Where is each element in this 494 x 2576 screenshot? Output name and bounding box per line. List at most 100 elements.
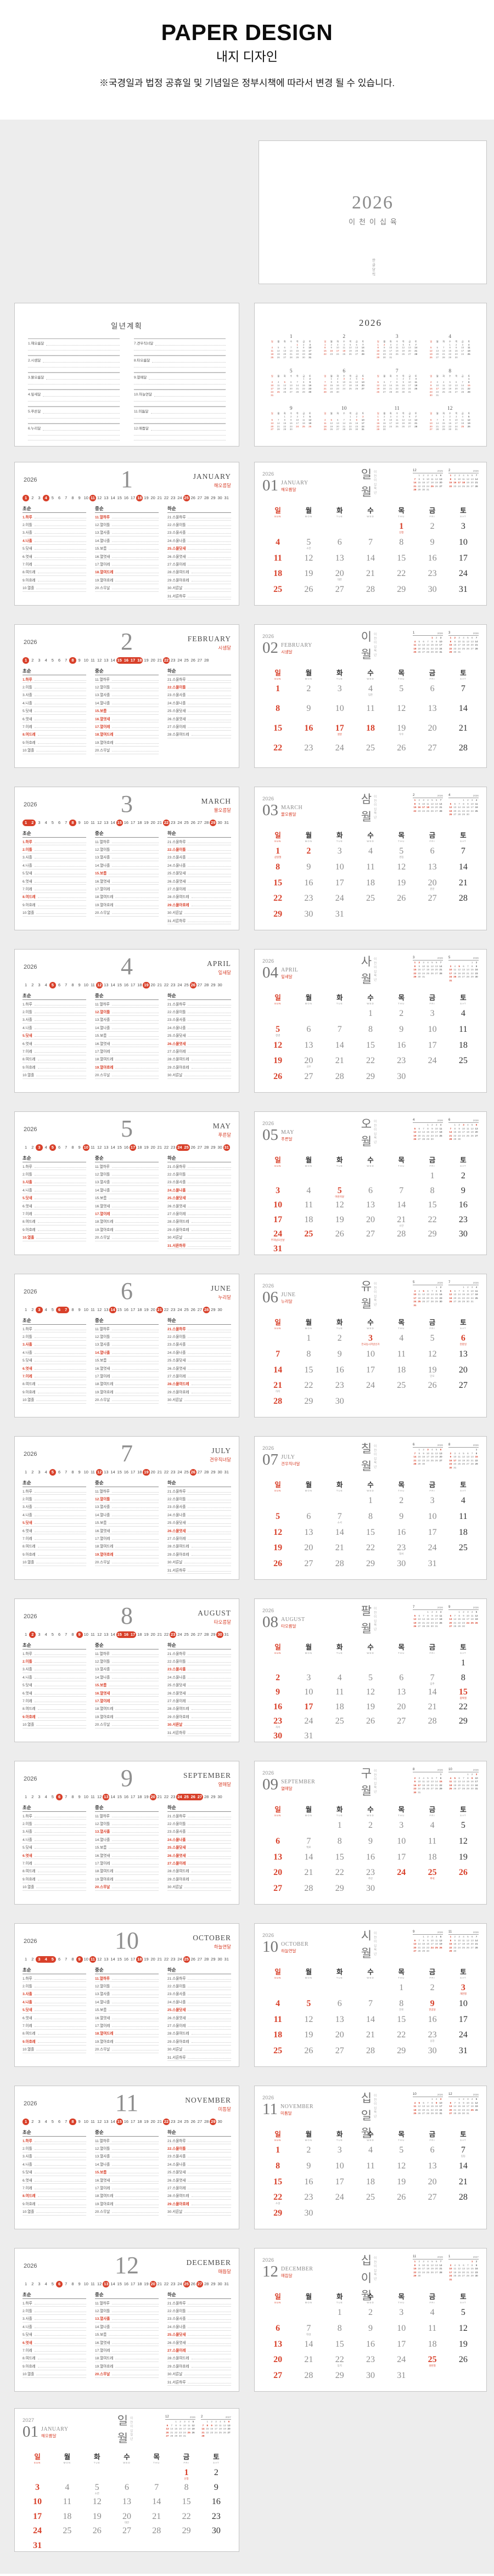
- day-list-label: 8.여드레: [23, 1058, 36, 1062]
- year-mini-weekday: 목: [296, 374, 299, 377]
- date-number: 29: [397, 2046, 406, 2056]
- date-cell: 2: [386, 1007, 417, 1023]
- mini-day-cell: 24: [435, 1134, 438, 1137]
- mini-day-cell: 21: [453, 2108, 457, 2111]
- weekday-en: SUN: [274, 515, 282, 518]
- day-list-row: 27.스물이레: [167, 1697, 231, 1705]
- mini-day-cell: 30: [453, 1950, 457, 1953]
- year-vertical-char: 육: [374, 1461, 377, 1465]
- mini-calendar-header: 12 2025: [413, 469, 443, 473]
- year-mini-day: 31: [308, 356, 312, 359]
- day-list-row: 5.닷새: [23, 2006, 86, 2014]
- date-strip-day: 12: [97, 1144, 102, 1150]
- year-mini-day: 17: [461, 349, 464, 353]
- weekday-cell: 토 SAT: [448, 1968, 479, 1979]
- mini-day-cell: 13: [413, 1942, 417, 1946]
- day-list-leader: [34, 1652, 86, 1655]
- day-list-row: 17.열이레: [95, 1859, 159, 1867]
- day-list-label: 3.사흘: [23, 856, 32, 860]
- date-cell: 9: [293, 860, 324, 876]
- mini-blank-cell: [457, 1286, 462, 1290]
- mini-day-cell: 13: [470, 640, 474, 643]
- date-number: 19: [397, 2177, 406, 2187]
- day-list-row: 19.열아흐레: [95, 1550, 159, 1558]
- year-vertical-char: 십: [130, 2429, 133, 2433]
- date-number: 12: [458, 2323, 468, 2333]
- day-list-leader: [34, 1861, 86, 1865]
- date-number: 17: [458, 553, 468, 563]
- day-list-label: 18.열여드레: [95, 733, 114, 737]
- date-cell: 29: [417, 1227, 447, 1242]
- day-list-row: 24.스물나흘: [167, 1024, 231, 1032]
- day-list-leader: [112, 1992, 159, 1996]
- date-cell: 26: [293, 583, 324, 598]
- mini-day-cell: 26: [430, 2270, 434, 2274]
- date-number: 1: [276, 846, 280, 856]
- mini-day-cell: 20: [418, 1134, 421, 1137]
- mini-day-cell: 3: [450, 964, 452, 968]
- date-cell: 31: [448, 2044, 479, 2060]
- day-list-label: 27.스물이레: [167, 563, 186, 567]
- day-list-row: 2.이틀: [23, 1008, 86, 1016]
- mini-year-label: 2026: [437, 957, 443, 959]
- month-left-page-5: 2026 5 MAY 푸른달 1 2 3 4 5 6 7 8 9 10 11 12 13 14 15 16 17 18 19…: [14, 1111, 239, 1255]
- date-number: 21: [397, 1214, 406, 1224]
- day-list-row: 19.열아흐레: [95, 576, 159, 584]
- year-mini-day: 12: [429, 349, 433, 353]
- mini-day-cell: 15: [470, 968, 474, 971]
- day-list-label: 31.서른하루: [167, 1731, 186, 1735]
- day-list-row: 22.스물이틀: [167, 2307, 231, 2315]
- year-mini-month: 5 일 월 화 수 목 금 토 1 2 3 4 5 6 7 8 9 10 11 12 13 14 15 16 17 18 19 20 2…: [269, 369, 313, 404]
- date-strip-day: 11: [91, 1631, 95, 1637]
- mini-day-cell: 26: [422, 1300, 425, 1303]
- weekday-en: FRI: [429, 1165, 435, 1167]
- day-list-row: 27.스물이레: [167, 1534, 231, 1543]
- date-number: 6: [124, 2482, 129, 2492]
- day-list-row: 12.열이틀: [95, 683, 159, 691]
- decade-header: 중순: [95, 1155, 159, 1162]
- date-annotation: 대설: [306, 2332, 311, 2336]
- annual-plan-label-row: 8.타오름달: [134, 357, 226, 363]
- blank-date-cell: [324, 519, 355, 535]
- mini-day-cell: 7: [471, 1451, 473, 1455]
- month-name-block: MARCH 물오름달: [201, 797, 231, 814]
- year-mini-day: 30: [454, 356, 458, 359]
- date-number: 15: [273, 2177, 283, 2187]
- date-strip-day: 3: [38, 2281, 41, 2286]
- mini-day-cell: 4: [458, 1451, 460, 1455]
- date-number: 15: [428, 1200, 437, 1210]
- mini-day-cell: 27: [449, 1625, 452, 1628]
- mini-day-cell: 11: [439, 1614, 442, 1617]
- date-cell: 26: [355, 1714, 386, 1729]
- month-date-grid: 1 2 3 4 5 6 7 백로 8 9 10 11 12 13 14 15 16 17 18 19 20 21 22 23 추…: [262, 1818, 479, 1897]
- year-mini-day: 29: [377, 428, 380, 431]
- year-mini-day: 14: [343, 421, 346, 425]
- date-cell: 5: [293, 1997, 324, 2013]
- day-list-leader: [34, 1984, 86, 1988]
- mini-calendar-header: 6 2026: [413, 1443, 443, 1448]
- date-strip-day: 3: [38, 495, 41, 500]
- day-list-row: 28.스물여드레: [167, 1705, 231, 1713]
- date-strip-day: 24: [177, 1631, 182, 1637]
- date-strip-day: 17: [130, 820, 136, 825]
- mini-day-cell: 20: [166, 2431, 169, 2434]
- date-number: 20: [273, 1868, 283, 1878]
- day-list-leader: [112, 2325, 159, 2328]
- date-cell: 7: [448, 844, 479, 860]
- day-list-label: 15.보름: [95, 1359, 107, 1363]
- weekday-cell: 금 FRI: [417, 994, 447, 1005]
- day-list-row: 22.스물이틀: [167, 1332, 231, 1341]
- date-number: 19: [458, 2339, 468, 2349]
- day-list-leader: [34, 1165, 86, 1168]
- mini-day-cell: 1: [463, 1286, 464, 1289]
- day-list-row: 26.스물엿새: [167, 1364, 231, 1372]
- day-list-label: 3.사흘: [23, 1018, 32, 1023]
- weekday-kr: 목: [398, 1968, 405, 1976]
- year-mini-day: 15: [349, 421, 352, 425]
- day-list-label: 26.스물엿새: [167, 2016, 186, 2020]
- date-cell: 24: [386, 1866, 417, 1882]
- mini-blank-cell: [413, 1286, 417, 1290]
- year-mini-day: 7: [362, 343, 364, 346]
